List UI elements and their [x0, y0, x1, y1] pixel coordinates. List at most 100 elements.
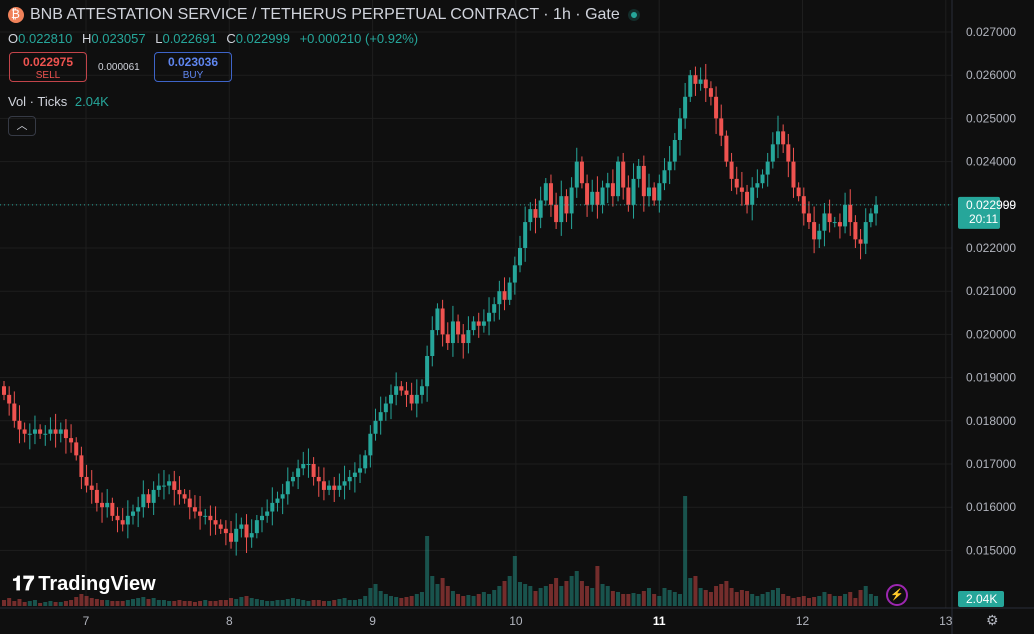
candle-body[interactable] [750, 187, 755, 205]
candle-body[interactable] [53, 429, 58, 434]
candle-body[interactable] [229, 533, 234, 542]
candle-body[interactable] [843, 204, 848, 227]
candle-body[interactable] [105, 502, 110, 508]
candle-body[interactable] [301, 464, 306, 469]
candle-body[interactable] [12, 403, 17, 421]
candle-body[interactable] [440, 308, 445, 335]
candle-body[interactable] [683, 96, 688, 119]
candle-body[interactable] [822, 213, 827, 231]
candle-body[interactable] [786, 144, 791, 162]
candle-body[interactable] [512, 265, 517, 283]
candle-body[interactable] [110, 502, 115, 516]
lightning-icon[interactable]: ⚡ [886, 584, 908, 606]
volume-legend[interactable]: Vol · Ticks 2.04K [8, 94, 109, 109]
candle-body[interactable] [848, 204, 853, 223]
candle-body[interactable] [131, 511, 135, 516]
candle-body[interactable] [745, 191, 750, 205]
candle-body[interactable] [218, 524, 223, 529]
candle-body[interactable] [801, 196, 806, 214]
candle-body[interactable] [136, 507, 141, 512]
candle-body[interactable] [285, 481, 290, 495]
candle-body[interactable] [260, 515, 264, 521]
candle-body[interactable] [213, 520, 218, 525]
candle-body[interactable] [450, 321, 455, 344]
sell-button[interactable]: 0.022975 SELL [9, 52, 87, 82]
candle-body[interactable] [156, 485, 161, 490]
candle-body[interactable] [523, 222, 528, 248]
candle-body[interactable] [827, 213, 832, 223]
candle-body[interactable] [141, 494, 146, 508]
candle-body[interactable] [2, 386, 6, 395]
candle-body[interactable] [853, 222, 858, 240]
candle-body[interactable] [363, 455, 368, 469]
candle-body[interactable] [647, 187, 651, 197]
candle-body[interactable] [198, 511, 203, 516]
candle-body[interactable] [409, 394, 414, 404]
candle-body[interactable] [22, 429, 27, 434]
symbol-title[interactable]: BNB ATTESTATION SERVICE / TETHERUS PERPE… [30, 6, 620, 23]
candle-body[interactable] [290, 476, 295, 482]
candle-body[interactable] [497, 291, 502, 305]
candle-body[interactable] [425, 356, 430, 387]
candle-body[interactable] [100, 502, 105, 508]
candle-body[interactable] [734, 178, 739, 188]
candle-body[interactable] [435, 308, 440, 331]
candle-body[interactable] [765, 161, 770, 175]
candle-body[interactable] [389, 394, 393, 404]
candle-body[interactable] [770, 144, 775, 162]
candle-body[interactable] [868, 213, 873, 223]
candle-body[interactable] [89, 485, 94, 490]
candle-body[interactable] [115, 515, 120, 521]
candle-body[interactable] [863, 222, 868, 244]
candle-body[interactable] [569, 187, 574, 214]
candle-body[interactable] [69, 438, 74, 443]
candle-body[interactable] [724, 135, 729, 162]
candle-body[interactable] [806, 213, 811, 223]
candle-body[interactable] [223, 528, 228, 534]
candle-body[interactable] [208, 515, 213, 521]
candle-body[interactable] [234, 528, 239, 542]
candle-body[interactable] [63, 429, 68, 439]
candle-body[interactable] [373, 420, 378, 434]
candle-body[interactable] [874, 204, 879, 214]
candle-body[interactable] [791, 161, 796, 188]
candle-body[interactable] [605, 183, 610, 188]
candle-body[interactable] [254, 520, 259, 534]
candle-body[interactable] [621, 161, 626, 188]
chart-header[interactable]: BNB ATTESTATION SERVICE / TETHERUS PERPE… [8, 6, 640, 24]
candle-body[interactable] [17, 420, 22, 430]
candle-body[interactable] [280, 494, 285, 499]
candle-body[interactable] [192, 507, 197, 512]
candle-body[interactable] [306, 464, 311, 465]
candle-body[interactable] [729, 161, 734, 179]
candle-body[interactable] [383, 403, 388, 413]
candle-body[interactable] [394, 386, 399, 395]
candle-body[interactable] [368, 433, 373, 456]
candle-body[interactable] [528, 209, 533, 223]
candle-body[interactable] [172, 481, 177, 490]
candle-body[interactable] [332, 485, 337, 490]
price-axis[interactable]: 0.0270000.0260000.0250000.0240000.023000… [951, 0, 1016, 634]
candle-body[interactable] [161, 485, 166, 487]
candle-body[interactable] [492, 304, 497, 313]
candle-body[interactable] [760, 174, 765, 184]
candle-body[interactable] [776, 131, 780, 145]
candle-body[interactable] [590, 191, 595, 205]
candle-body[interactable] [84, 476, 89, 486]
candle-body[interactable] [296, 468, 301, 477]
buy-button[interactable]: 0.023036 BUY [154, 52, 232, 82]
candle-body[interactable] [543, 183, 548, 201]
candle-body[interactable] [502, 291, 507, 300]
candle-body[interactable] [755, 183, 760, 188]
candle-body[interactable] [703, 79, 708, 89]
candle-body[interactable] [812, 222, 817, 240]
candle-body[interactable] [146, 494, 151, 503]
candle-body[interactable] [781, 131, 786, 145]
candle-body[interactable] [595, 191, 600, 205]
candle-body[interactable] [672, 140, 677, 162]
candle-body[interactable] [404, 390, 409, 395]
candle-body[interactable] [548, 183, 553, 205]
candle-body[interactable] [321, 481, 326, 490]
candle-body[interactable] [641, 165, 646, 197]
